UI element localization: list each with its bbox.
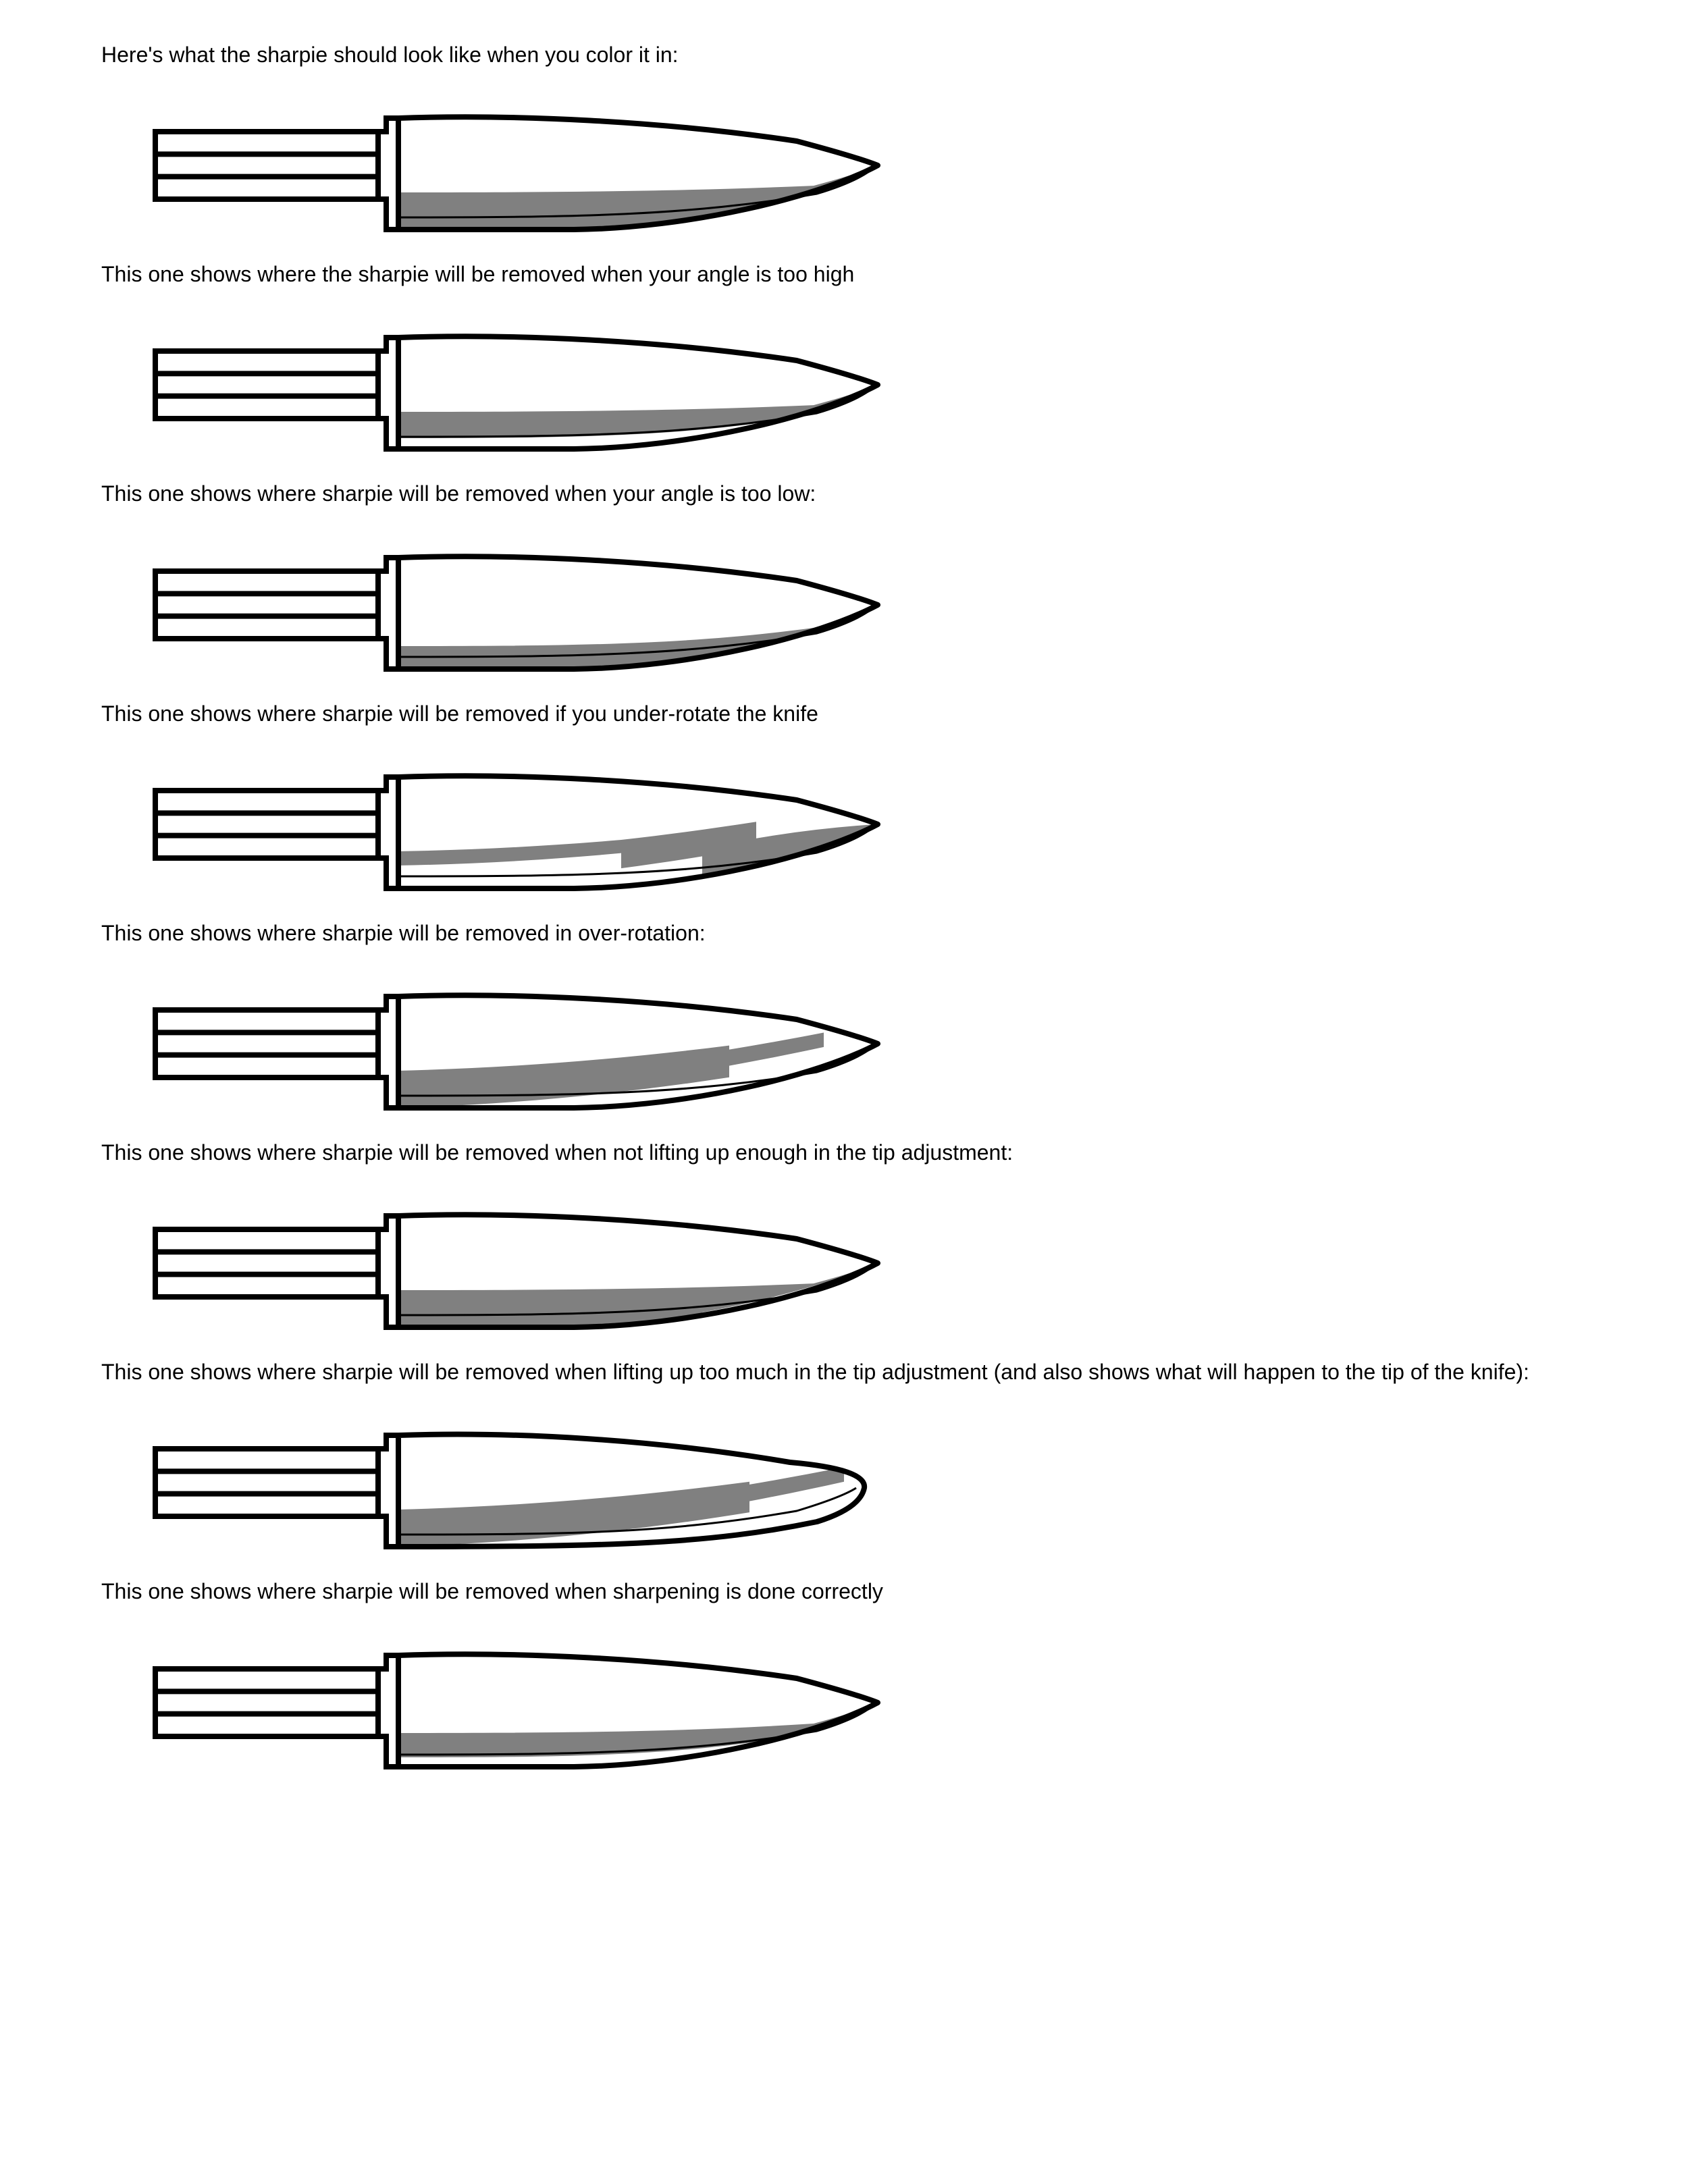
section: This one shows where the sharpie will be…	[101, 260, 1587, 459]
caption-text: This one shows where sharpie will be rem…	[101, 1577, 1587, 1606]
caption-text: Here's what the sharpie should look like…	[101, 41, 1587, 70]
knife-figure	[101, 750, 1587, 899]
knife-diagram	[149, 1189, 891, 1337]
caption-text: This one shows where sharpie will be rem…	[101, 1138, 1587, 1167]
section: This one shows where sharpie will be rem…	[101, 919, 1587, 1118]
knife-diagram	[149, 91, 891, 240]
knife-figure	[101, 969, 1587, 1118]
knife-diagram	[149, 969, 891, 1118]
caption-text: This one shows where sharpie will be rem…	[101, 919, 1587, 948]
knife-figure	[101, 91, 1587, 240]
knife-diagram	[149, 1628, 891, 1777]
section: This one shows where sharpie will be rem…	[101, 1358, 1587, 1557]
section: This one shows where sharpie will be rem…	[101, 1577, 1587, 1776]
caption-text: This one shows where the sharpie will be…	[101, 260, 1587, 289]
knife-diagram	[149, 1408, 891, 1557]
document-body: Here's what the sharpie should look like…	[101, 41, 1587, 1777]
caption-text: This one shows where sharpie will be rem…	[101, 699, 1587, 728]
section: This one shows where sharpie will be rem…	[101, 699, 1587, 899]
knife-diagram	[149, 750, 891, 899]
knife-figure	[101, 1628, 1587, 1777]
knife-diagram	[149, 311, 891, 459]
section: This one shows where sharpie will be rem…	[101, 1138, 1587, 1337]
caption-text: This one shows where sharpie will be rem…	[101, 1358, 1587, 1387]
section: Here's what the sharpie should look like…	[101, 41, 1587, 240]
knife-figure	[101, 531, 1587, 679]
section: This one shows where sharpie will be rem…	[101, 479, 1587, 678]
knife-figure	[101, 311, 1587, 459]
knife-figure	[101, 1408, 1587, 1557]
caption-text: This one shows where sharpie will be rem…	[101, 479, 1587, 508]
knife-figure	[101, 1189, 1587, 1337]
knife-diagram	[149, 531, 891, 679]
